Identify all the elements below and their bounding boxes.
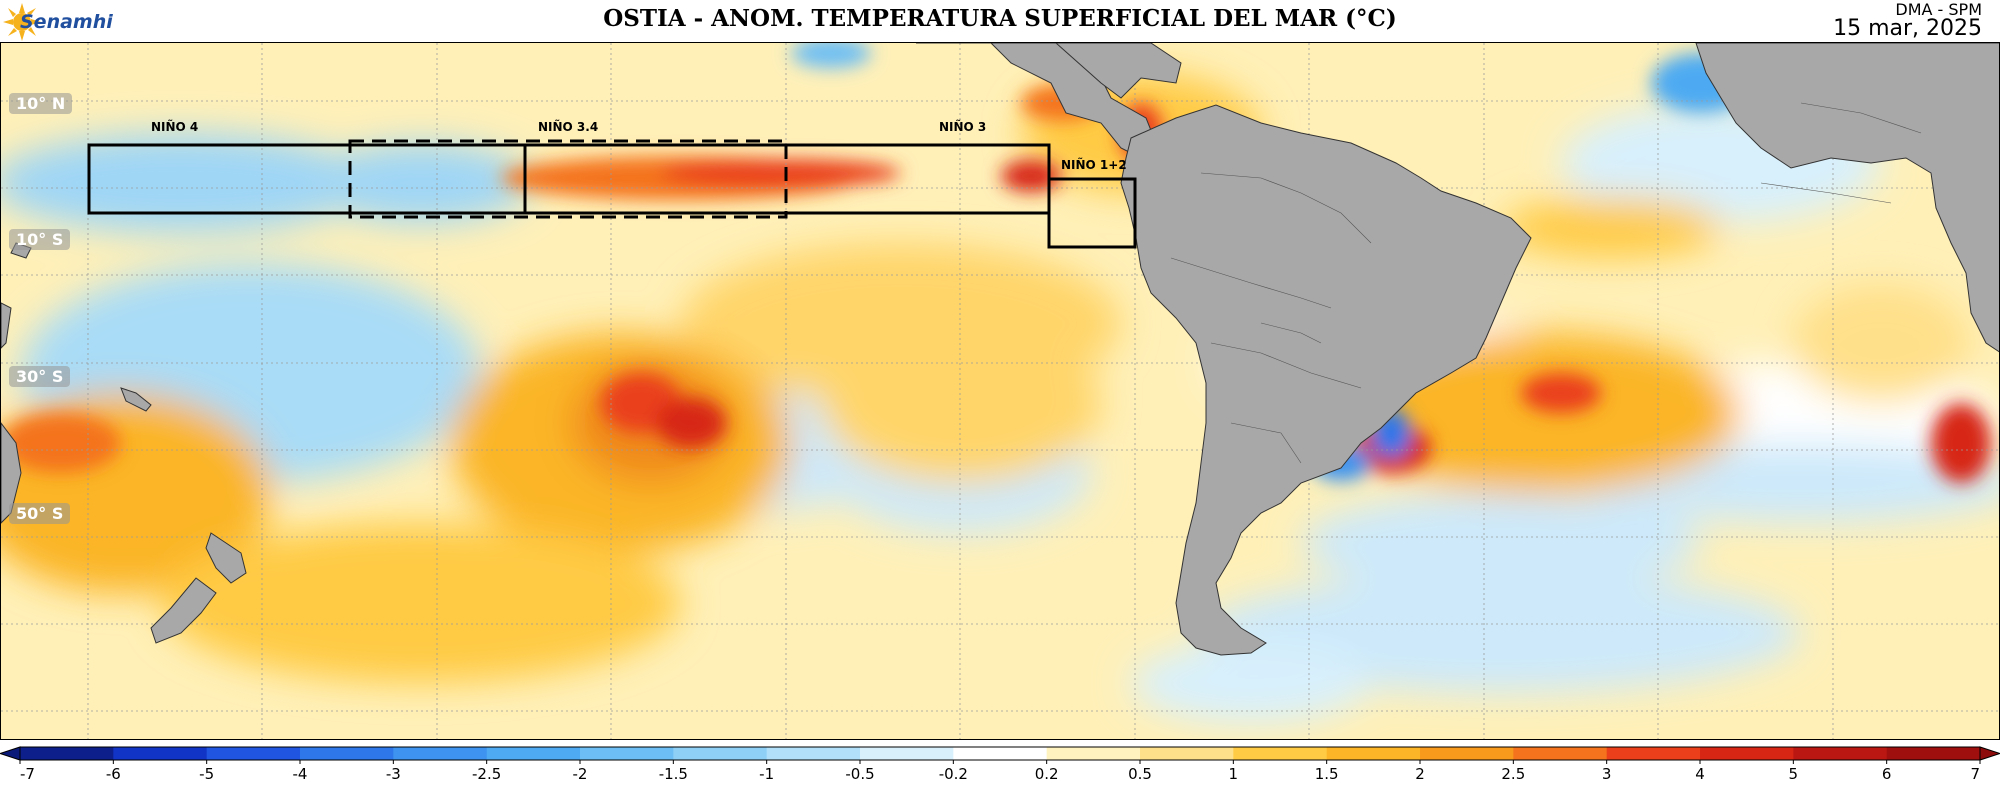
colorbar-segment <box>673 747 768 760</box>
colorbar-tick-label: 7 <box>1970 765 1980 783</box>
sun-icon <box>3 3 41 41</box>
colorbar-tick-label: 6 <box>1882 765 1892 783</box>
latitude-label-10s: 10° S <box>9 229 71 250</box>
colorbar-segment <box>1886 747 1981 760</box>
nino12-box <box>1047 177 1137 249</box>
colorbar-segment <box>486 747 581 760</box>
africa <box>1695 43 1999 353</box>
colorbar-segment <box>300 747 394 760</box>
sst-anomaly-map: 10° N 10° S 30° S 50° S NIÑO 4 NIÑO 3.4 … <box>0 42 2000 740</box>
colorbar-scale: -7 -6 -5 -4 -3 -2.5 -2 -1.5 -1 -0.5 -0.2 0.2 0.5 1 1.5… <box>0 746 2000 783</box>
colorbar-tick-label: 4 <box>1695 765 1705 783</box>
colorbar-tick-label: -6 <box>106 765 121 783</box>
colorbar-tick-label: -1.5 <box>659 765 688 783</box>
nino4-label: NIÑO 4 <box>151 120 199 134</box>
colorbar-segment <box>580 747 674 760</box>
colorbar-segment <box>1606 747 1701 760</box>
colorbar-segment <box>953 747 1048 760</box>
colorbar-tick-label: -4 <box>293 765 308 783</box>
new-zealand-south <box>150 577 217 644</box>
colorbar-arrow-high <box>1979 746 2000 761</box>
date-label: 15 mar, 2025 <box>1833 16 1982 41</box>
colorbar-segment <box>1793 747 1888 760</box>
colorbar-arrow-low <box>0 746 21 761</box>
org-label: DMA - SPM <box>1895 0 1982 19</box>
colorbar-tick-label: 2.5 <box>1501 765 1525 783</box>
colorbar-tick-label: -5 <box>199 765 214 783</box>
map-title: OSTIA - ANOM. TEMPERATURA SUPERFICIAL DE… <box>603 5 1397 32</box>
logo-text: Senamhi <box>20 11 113 33</box>
colorbar-tick-label: 0.5 <box>1128 765 1152 783</box>
nino34-box <box>348 139 788 219</box>
south-america <box>1120 104 1532 656</box>
australia-north-edge <box>1 302 12 349</box>
borders <box>1170 102 1922 464</box>
graticule <box>1 43 1999 739</box>
nino34-label: NIÑO 3.4 <box>538 120 599 134</box>
colorbar-segment <box>393 747 488 760</box>
colorbar-segment <box>20 747 114 760</box>
colorbar-tick-label: -2.5 <box>472 765 501 783</box>
colorbar-tick-label: 3 <box>1602 765 1612 783</box>
new-zealand-north <box>205 532 247 584</box>
colorbar-segment <box>1513 747 1608 760</box>
colorbar-tick-label: -0.2 <box>939 765 968 783</box>
colorbar-tick-label: -7 <box>20 765 35 783</box>
colorbar-segment <box>1326 747 1421 760</box>
header: Senamhi OSTIA - ANOM. TEMPERATURA SUPERF… <box>0 0 2000 42</box>
colorbar-segment <box>1700 747 1794 760</box>
colorbar-segment <box>1046 747 1141 760</box>
colorbar-segment <box>1140 747 1234 760</box>
colorbar-segment <box>860 747 954 760</box>
latitude-label-50s: 50° S <box>9 503 71 524</box>
colorbar-tick-label: -2 <box>573 765 588 783</box>
colorbar-segment <box>206 747 301 760</box>
colorbar-tick-label: -0.5 <box>845 765 874 783</box>
australia-edge <box>1 422 22 524</box>
colorbar-segment <box>766 747 861 760</box>
colorbar: -7 -6 -5 -4 -3 -2.5 -2 -1.5 -1 -0.5 -0.2 0.2 0.5 1 1.5… <box>0 744 2000 784</box>
new-caledonia <box>120 387 152 412</box>
nino12-label: NIÑO 1+2 <box>1061 158 1127 172</box>
colorbar-segment <box>1420 747 1514 760</box>
land <box>1 43 1999 656</box>
nino3-label: NIÑO 3 <box>939 120 987 134</box>
colorbar-segment <box>113 747 208 760</box>
colorbar-tick-label: -3 <box>386 765 401 783</box>
senamhi-logo: Senamhi <box>2 2 122 42</box>
colorbar-tick-label: 0.2 <box>1035 765 1059 783</box>
colorbar-tick-label: 5 <box>1789 765 1799 783</box>
colorbar-segment <box>1233 747 1328 760</box>
colorbar-tick-label: -1 <box>759 765 774 783</box>
yucatan-caribbean <box>1055 43 1182 99</box>
latitude-label-30s: 30° S <box>9 366 71 387</box>
map-canvas <box>1 43 1999 739</box>
latitude-label-10n: 10° N <box>9 93 73 114</box>
colorbar-border <box>19 746 1981 761</box>
colorbar-tick-label: 1 <box>1229 765 1239 783</box>
colorbar-tick-label: 1.5 <box>1315 765 1339 783</box>
colorbar-tick-label: 2 <box>1415 765 1425 783</box>
nino-boxes <box>87 139 1137 249</box>
